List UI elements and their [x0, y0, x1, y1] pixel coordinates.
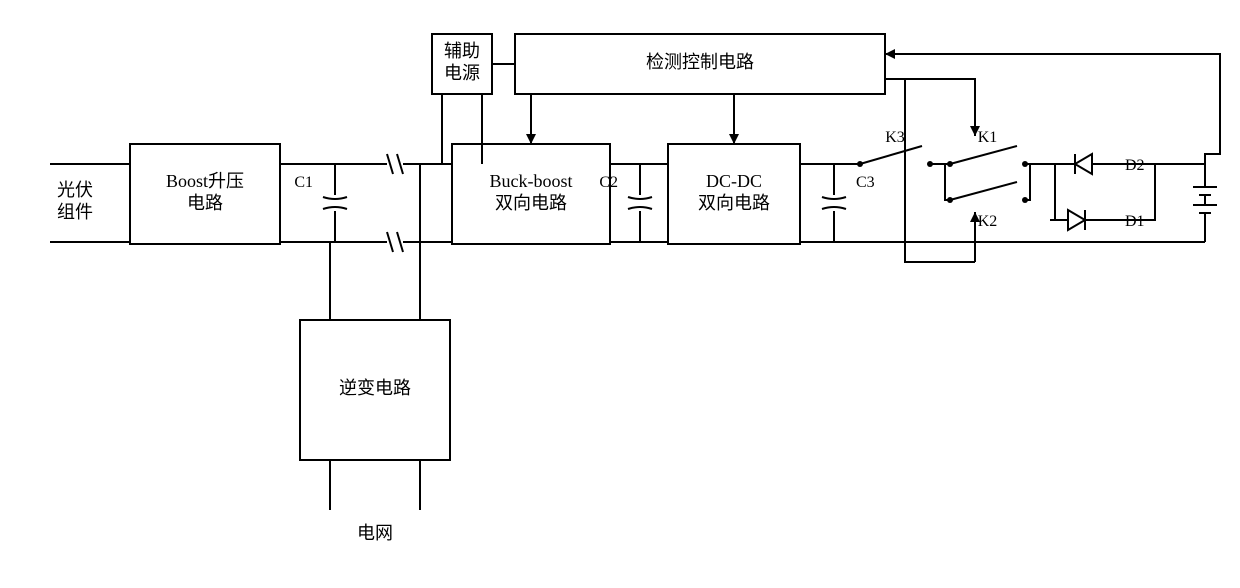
inverter-label: 逆变电路 [339, 378, 411, 398]
wire [950, 146, 1017, 164]
wire [628, 207, 652, 209]
wire [397, 232, 403, 252]
wire [822, 207, 846, 209]
grid-label: 电网 [357, 523, 393, 543]
wire [1055, 164, 1065, 220]
k2-label: K2 [978, 213, 998, 230]
wire [822, 197, 846, 199]
pv-module-label: 光伏 [57, 180, 93, 200]
wire [323, 197, 347, 199]
wire [885, 54, 1220, 164]
k1-label: K1 [978, 129, 998, 146]
d1 [1068, 210, 1085, 230]
d1-label: D1 [1125, 213, 1145, 230]
wire [628, 197, 652, 199]
c2-label: C2 [599, 174, 618, 191]
wire [950, 182, 1017, 200]
pv-module-label: 组件 [57, 202, 93, 222]
wire [1025, 164, 1030, 200]
d2 [1075, 154, 1092, 174]
dcdc-label: 双向电路 [698, 193, 770, 213]
aux-power-label: 电源 [444, 63, 480, 83]
wire [885, 79, 975, 136]
wire [387, 154, 393, 174]
wire [397, 154, 403, 174]
d2-label: D2 [1125, 157, 1145, 174]
aux-power-label: 辅助 [444, 41, 480, 61]
detect-control-label: 检测控制电路 [646, 52, 754, 72]
wire [905, 79, 975, 262]
c1-label: C1 [294, 174, 313, 191]
boost-label: Boost升压 [166, 171, 244, 191]
buck-boost-label: 双向电路 [495, 193, 567, 213]
wire [860, 146, 922, 164]
wire [387, 232, 393, 252]
dcdc-label: DC-DC [706, 171, 762, 191]
arrowhead [729, 134, 739, 144]
arrowhead [526, 134, 536, 144]
buck-boost-label: Buck-boost [490, 171, 573, 191]
c3-label: C3 [856, 174, 875, 191]
boost-label: 电路 [187, 193, 223, 213]
k3-label: K3 [885, 129, 905, 146]
arrowhead [885, 49, 895, 59]
wire [323, 207, 347, 209]
wire [945, 164, 950, 200]
